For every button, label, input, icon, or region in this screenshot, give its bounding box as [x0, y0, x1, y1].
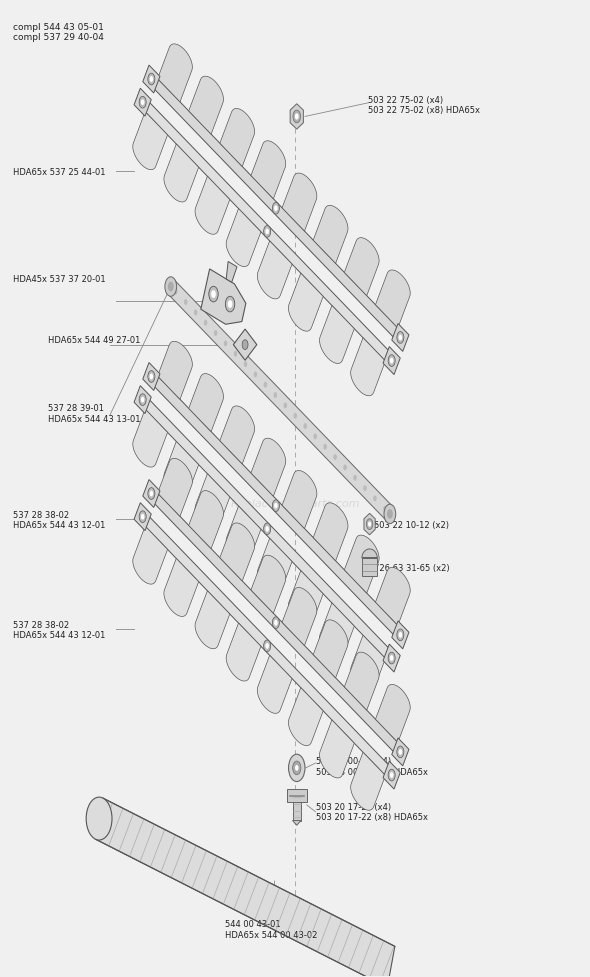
Polygon shape — [149, 489, 402, 757]
Polygon shape — [345, 238, 379, 296]
Polygon shape — [289, 688, 323, 745]
Polygon shape — [257, 538, 292, 597]
Polygon shape — [364, 514, 375, 535]
Circle shape — [184, 300, 188, 306]
Circle shape — [333, 454, 337, 460]
Text: compl 544 43 05-01
compl 537 29 40-04: compl 544 43 05-01 compl 537 29 40-04 — [13, 22, 104, 42]
Polygon shape — [282, 174, 317, 232]
Polygon shape — [149, 75, 402, 343]
Polygon shape — [282, 471, 317, 529]
Polygon shape — [362, 549, 377, 558]
Polygon shape — [251, 439, 286, 496]
Circle shape — [390, 656, 394, 661]
Circle shape — [204, 320, 207, 326]
Circle shape — [244, 361, 247, 367]
Circle shape — [397, 746, 404, 758]
Circle shape — [274, 206, 278, 212]
Circle shape — [274, 393, 277, 399]
Text: ReplacementParts.com: ReplacementParts.com — [230, 498, 360, 508]
Polygon shape — [158, 45, 192, 103]
Circle shape — [366, 519, 373, 530]
Circle shape — [303, 424, 307, 430]
Circle shape — [353, 476, 357, 482]
Polygon shape — [251, 556, 286, 614]
Polygon shape — [350, 636, 385, 694]
Polygon shape — [392, 621, 409, 649]
Polygon shape — [320, 720, 355, 778]
Polygon shape — [313, 620, 348, 678]
Polygon shape — [189, 77, 224, 135]
Polygon shape — [134, 503, 151, 531]
Polygon shape — [375, 568, 410, 625]
Polygon shape — [257, 656, 292, 713]
Circle shape — [266, 230, 269, 235]
Text: 537 28 38-02
HDA65x 544 43 12-01: 537 28 38-02 HDA65x 544 43 12-01 — [13, 620, 106, 640]
Circle shape — [264, 524, 271, 535]
Text: 503 22 10-12 (x2): 503 22 10-12 (x2) — [374, 520, 449, 529]
Circle shape — [388, 770, 395, 781]
Circle shape — [148, 488, 155, 500]
Polygon shape — [313, 206, 348, 264]
Circle shape — [211, 291, 216, 299]
Polygon shape — [251, 142, 286, 199]
Polygon shape — [289, 274, 323, 332]
Circle shape — [86, 797, 112, 840]
Circle shape — [141, 398, 145, 404]
Circle shape — [313, 434, 317, 440]
Polygon shape — [226, 623, 261, 681]
Polygon shape — [189, 491, 224, 549]
Text: 503 22 75-02 (x4)
503 22 75-02 (x8) HDA65x: 503 22 75-02 (x4) 503 22 75-02 (x8) HDA6… — [368, 96, 480, 115]
Text: 537 28 39-01
HDA65x 544 43 13-01: 537 28 39-01 HDA65x 544 43 13-01 — [48, 404, 141, 423]
Polygon shape — [383, 761, 400, 789]
Text: 537 28 38-02
HDA65x 544 43 12-01: 537 28 38-02 HDA65x 544 43 12-01 — [13, 510, 106, 530]
Circle shape — [373, 496, 376, 502]
Circle shape — [363, 486, 367, 491]
Polygon shape — [133, 527, 168, 584]
Circle shape — [150, 77, 153, 83]
Polygon shape — [226, 262, 237, 283]
Polygon shape — [195, 474, 230, 532]
Polygon shape — [149, 372, 402, 640]
Polygon shape — [289, 571, 323, 629]
Polygon shape — [313, 503, 348, 561]
Circle shape — [384, 505, 396, 524]
Polygon shape — [345, 535, 379, 593]
Polygon shape — [375, 271, 410, 328]
Polygon shape — [362, 558, 377, 576]
Polygon shape — [220, 406, 254, 464]
Polygon shape — [233, 329, 257, 361]
Circle shape — [323, 445, 327, 450]
Circle shape — [209, 287, 218, 303]
Circle shape — [273, 203, 280, 215]
Polygon shape — [345, 653, 379, 710]
Polygon shape — [220, 109, 254, 167]
Polygon shape — [164, 145, 199, 203]
Circle shape — [284, 404, 287, 409]
Circle shape — [228, 301, 232, 309]
Circle shape — [273, 500, 280, 512]
Circle shape — [274, 620, 278, 626]
Polygon shape — [143, 363, 160, 391]
Polygon shape — [189, 374, 224, 432]
Polygon shape — [226, 209, 261, 268]
Polygon shape — [133, 112, 168, 170]
Circle shape — [139, 395, 146, 406]
Polygon shape — [143, 480, 160, 508]
Circle shape — [274, 503, 278, 509]
Polygon shape — [392, 324, 409, 352]
Circle shape — [295, 114, 299, 120]
Circle shape — [293, 413, 297, 419]
Circle shape — [141, 101, 145, 106]
Circle shape — [224, 341, 227, 347]
Polygon shape — [201, 270, 246, 325]
Polygon shape — [158, 459, 192, 517]
Circle shape — [264, 382, 267, 388]
Text: HDA65x 544 49 27-01: HDA65x 544 49 27-01 — [48, 336, 141, 345]
Circle shape — [139, 98, 146, 108]
Circle shape — [174, 289, 178, 295]
Polygon shape — [195, 591, 230, 649]
Circle shape — [264, 640, 271, 652]
Circle shape — [234, 352, 237, 358]
Circle shape — [214, 331, 217, 337]
Circle shape — [148, 74, 155, 86]
